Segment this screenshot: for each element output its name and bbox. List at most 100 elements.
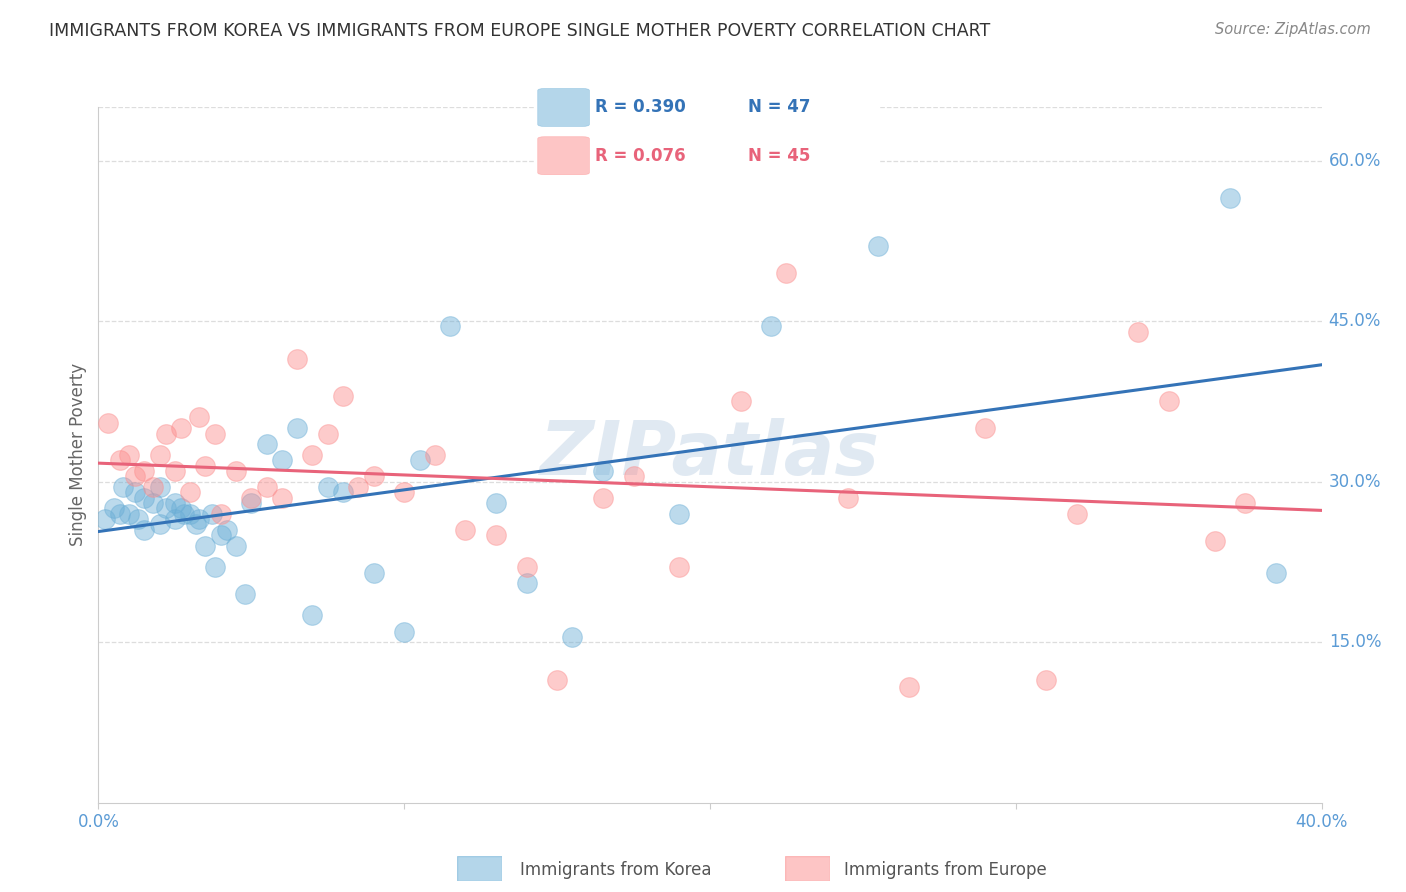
Point [124, 485, 146, 500]
Point [454, 523, 477, 537]
Point [270, 453, 292, 467]
Text: 45.0%: 45.0% [1329, 312, 1381, 330]
Point [170, 501, 193, 516]
Point [108, 453, 131, 467]
Point [163, 512, 186, 526]
Point [516, 560, 538, 574]
Point [392, 624, 416, 639]
Text: Source: ZipAtlas.com: Source: ZipAtlas.com [1215, 22, 1371, 37]
Point [316, 426, 339, 441]
Point [127, 512, 149, 526]
Point [179, 485, 201, 500]
Text: N = 45: N = 45 [748, 146, 810, 165]
Point [1157, 394, 1180, 409]
Point [173, 507, 195, 521]
Point [240, 496, 263, 510]
Point [1264, 566, 1286, 580]
Point [118, 507, 141, 521]
Point [134, 523, 156, 537]
Text: 60.0%: 60.0% [1329, 152, 1381, 169]
Point [363, 469, 385, 483]
Text: IMMIGRANTS FROM KOREA VS IMMIGRANTS FROM EUROPE SINGLE MOTHER POVERTY CORRELATIO: IMMIGRANTS FROM KOREA VS IMMIGRANTS FROM… [49, 22, 990, 40]
Point [194, 539, 217, 553]
Point [209, 528, 232, 542]
Text: ZIPatlas: ZIPatlas [540, 418, 880, 491]
Point [730, 394, 752, 409]
Point [270, 491, 292, 505]
Point [97, 416, 120, 430]
Text: Immigrants from Europe: Immigrants from Europe [844, 861, 1046, 879]
Point [1128, 325, 1150, 339]
Point [485, 528, 508, 542]
Point [134, 491, 156, 505]
Point [668, 507, 690, 521]
Point [561, 630, 583, 644]
Y-axis label: Single Mother Poverty: Single Mother Poverty [69, 363, 87, 547]
Point [142, 496, 165, 510]
Point [155, 426, 177, 441]
Point [668, 560, 690, 574]
Point [225, 539, 247, 553]
Point [347, 480, 370, 494]
Point [439, 319, 461, 334]
Point [423, 448, 446, 462]
Point [1066, 507, 1088, 521]
Text: Immigrants from Korea: Immigrants from Korea [520, 861, 711, 879]
Point [316, 480, 339, 494]
Point [93, 512, 115, 526]
Point [111, 480, 134, 494]
Point [155, 501, 177, 516]
Point [592, 491, 614, 505]
Point [516, 576, 538, 591]
Point [124, 469, 146, 483]
Point [188, 410, 211, 425]
Point [837, 491, 859, 505]
Point [142, 480, 165, 494]
Point [363, 566, 385, 580]
Point [163, 496, 186, 510]
Point [1234, 496, 1257, 510]
Point [200, 507, 222, 521]
Point [233, 587, 256, 601]
Point [108, 507, 131, 521]
Point [149, 448, 172, 462]
Point [149, 480, 172, 494]
Point [332, 485, 354, 500]
Point [215, 523, 238, 537]
Point [163, 464, 186, 478]
Point [285, 351, 308, 366]
Point [485, 496, 508, 510]
Text: R = 0.076: R = 0.076 [595, 146, 685, 165]
FancyBboxPatch shape [537, 136, 589, 175]
Point [240, 491, 263, 505]
Point [188, 512, 211, 526]
Point [759, 319, 782, 334]
Point [332, 389, 354, 403]
Point [775, 266, 797, 280]
Point [179, 507, 201, 521]
Point [1204, 533, 1226, 548]
Point [186, 517, 208, 532]
Point [623, 469, 645, 483]
Point [256, 437, 278, 451]
Point [1219, 191, 1241, 205]
Point [170, 421, 193, 435]
Text: 30.0%: 30.0% [1329, 473, 1381, 491]
FancyBboxPatch shape [537, 88, 589, 127]
Point [897, 680, 920, 694]
Point [974, 421, 997, 435]
Point [225, 464, 247, 478]
Point [256, 480, 278, 494]
Point [285, 421, 308, 435]
Point [408, 453, 430, 467]
Point [546, 673, 568, 687]
Point [301, 448, 323, 462]
Point [209, 507, 232, 521]
Point [592, 464, 614, 478]
Point [1035, 673, 1057, 687]
Point [194, 458, 217, 473]
Point [868, 239, 890, 253]
Point [118, 448, 141, 462]
Point [149, 517, 172, 532]
Point [301, 608, 323, 623]
